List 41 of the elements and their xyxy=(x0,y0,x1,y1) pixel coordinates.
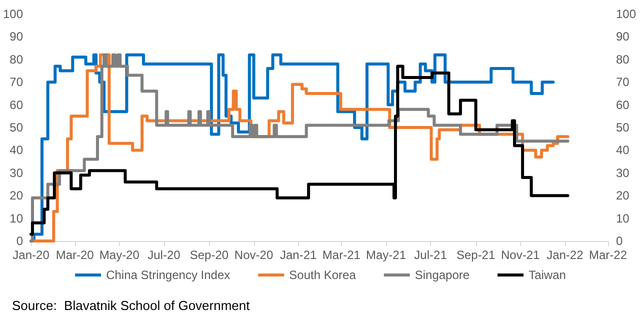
y-tick-label: 0 xyxy=(16,234,24,248)
x-tick-label: May-20 xyxy=(99,248,140,262)
y2-tick-label: 10 xyxy=(616,211,630,226)
y-tick-label: 40 xyxy=(10,143,24,158)
x-tick-label: Sep-21 xyxy=(456,248,496,262)
x-tick-label: Jan-21 xyxy=(280,248,317,262)
legend-label: South Korea xyxy=(289,268,356,282)
source-note: Source: Blavatnik School of Government xyxy=(12,298,250,313)
y-tick-label: 50 xyxy=(10,120,24,134)
y2-tick-label: 60 xyxy=(616,98,630,112)
x-tick-label: Nov-20 xyxy=(234,248,274,262)
y2-tick-label: 70 xyxy=(616,75,630,90)
y-tick-label: 20 xyxy=(10,188,24,203)
y-tick-label: 80 xyxy=(10,52,24,66)
y2-tick-label: 90 xyxy=(616,30,630,44)
y2-tick-label: 50 xyxy=(616,120,630,134)
y2-tick-label: 30 xyxy=(616,166,630,180)
y2-tick-label: 80 xyxy=(616,52,630,66)
y-tick-label: 90 xyxy=(10,30,24,44)
y2-tick-label: 100 xyxy=(616,7,636,21)
x-tick-label: Nov-21 xyxy=(501,248,540,262)
x-tick-label: Mar-21 xyxy=(322,248,361,262)
legend-label: China Stringency Index xyxy=(106,268,230,282)
x-tick-label: Jan-22 xyxy=(546,248,584,262)
y-tick-label: 10 xyxy=(10,211,24,226)
y2-tick-label: 40 xyxy=(616,143,630,158)
y-tick-label: 70 xyxy=(10,75,24,90)
x-tick-label: Sep-20 xyxy=(190,248,229,262)
y-tick-label: 60 xyxy=(10,98,24,112)
x-tick-label: Jan-20 xyxy=(12,248,50,262)
y-tick-label: 100 xyxy=(2,7,24,21)
y2-tick-label: 20 xyxy=(616,188,630,203)
x-tick-label: Jul-20 xyxy=(148,248,181,262)
x-tick-label: Mar-20 xyxy=(56,248,94,262)
legend-label: Taiwan xyxy=(528,268,566,282)
x-tick-label: Jul-21 xyxy=(414,248,448,262)
y2-tick-label: 0 xyxy=(616,234,623,248)
y-tick-label: 30 xyxy=(10,166,24,180)
x-tick-label: Mar-22 xyxy=(588,248,628,262)
legend-label: Singapore xyxy=(414,268,470,282)
x-tick-label: May-21 xyxy=(366,248,406,262)
